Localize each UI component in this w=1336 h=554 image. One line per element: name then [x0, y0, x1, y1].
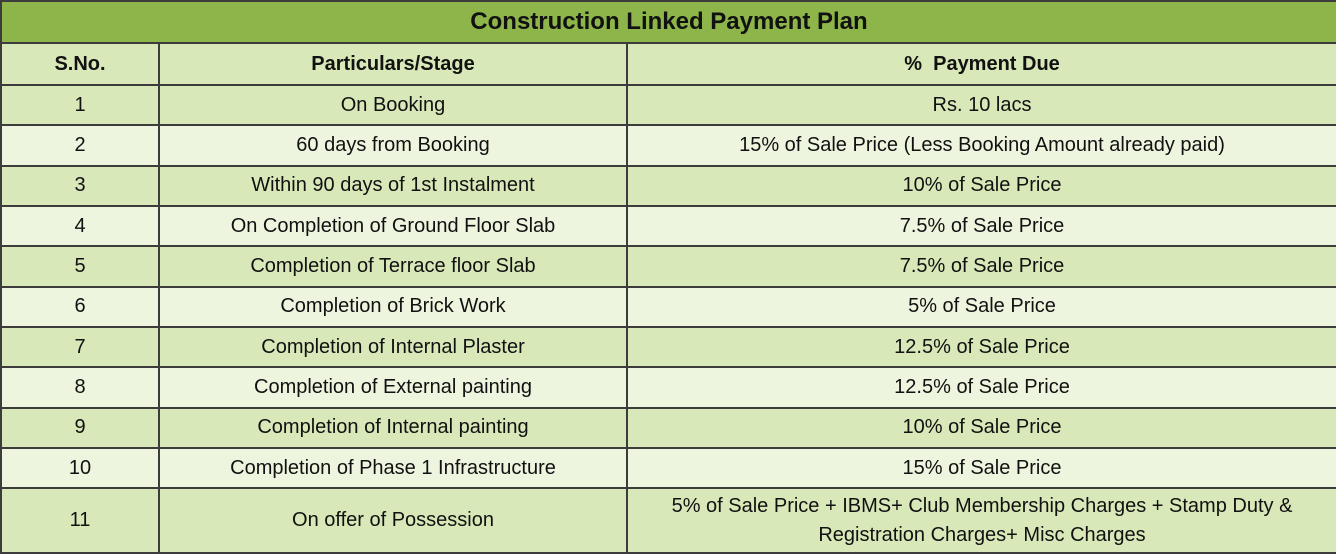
cell-sno: 4 — [0, 205, 160, 248]
cell-stage: Completion of External painting — [158, 366, 628, 409]
cell-stage: On offer of Possession — [158, 487, 628, 554]
cell-payment: 7.5% of Sale Price — [625, 205, 1336, 248]
table-body: 1 On Booking Rs. 10 lacs 2 60 days from … — [0, 83, 1336, 554]
title-row: Construction Linked Payment Plan — [0, 0, 1336, 44]
cell-sno: 9 — [0, 406, 160, 450]
cell-sno: 5 — [0, 245, 160, 288]
cell-sno: 10 — [0, 447, 160, 490]
cell-payment: 12.5% of Sale Price — [625, 326, 1336, 369]
cell-sno: 7 — [0, 326, 160, 369]
cell-sno: 11 — [0, 487, 160, 554]
table-row: 11 On offer of Possession 5% of Sale Pri… — [0, 487, 1336, 554]
cell-sno: 1 — [0, 83, 160, 127]
header-payment: % Payment Due — [625, 42, 1336, 86]
cell-stage: Completion of Internal painting — [158, 406, 628, 450]
cell-sno: 8 — [0, 366, 160, 409]
table-row: 3 Within 90 days of 1st Instalment 10% o… — [0, 164, 1336, 208]
cell-payment: 7.5% of Sale Price — [625, 245, 1336, 288]
cell-payment: 10% of Sale Price — [625, 164, 1336, 208]
cell-payment: 12.5% of Sale Price — [625, 366, 1336, 409]
table-row: 5 Completion of Terrace floor Slab 7.5% … — [0, 245, 1336, 288]
cell-sno: 2 — [0, 124, 160, 167]
cell-stage: On Booking — [158, 83, 628, 127]
header-stage: Particulars/Stage — [158, 42, 628, 86]
cell-sno: 3 — [0, 164, 160, 208]
cell-sno: 6 — [0, 285, 160, 329]
cell-stage: 60 days from Booking — [158, 124, 628, 167]
table-title: Construction Linked Payment Plan — [0, 0, 1336, 44]
cell-stage: On Completion of Ground Floor Slab — [158, 205, 628, 248]
header-sno: S.No. — [0, 42, 160, 86]
table-row: 7 Completion of Internal Plaster 12.5% o… — [0, 326, 1336, 369]
cell-payment: 15% of Sale Price — [625, 447, 1336, 490]
cell-payment: 5% of Sale Price + IBMS+ Club Membership… — [625, 487, 1336, 554]
table-row: 6 Completion of Brick Work 5% of Sale Pr… — [0, 285, 1336, 329]
cell-stage: Completion of Phase 1 Infrastructure — [158, 447, 628, 490]
table-row: 2 60 days from Booking 15% of Sale Price… — [0, 124, 1336, 167]
cell-payment: 10% of Sale Price — [625, 406, 1336, 450]
cell-payment: 5% of Sale Price — [625, 285, 1336, 329]
cell-stage: Completion of Terrace floor Slab — [158, 245, 628, 288]
table-row: 8 Completion of External painting 12.5% … — [0, 366, 1336, 409]
cell-payment: 15% of Sale Price (Less Booking Amount a… — [625, 124, 1336, 167]
table-row: 9 Completion of Internal painting 10% of… — [0, 406, 1336, 450]
cell-stage: Completion of Internal Plaster — [158, 326, 628, 369]
table-row: 1 On Booking Rs. 10 lacs — [0, 83, 1336, 127]
cell-payment: Rs. 10 lacs — [625, 83, 1336, 127]
table-row: 4 On Completion of Ground Floor Slab 7.5… — [0, 205, 1336, 248]
cell-stage: Within 90 days of 1st Instalment — [158, 164, 628, 208]
table-row: 10 Completion of Phase 1 Infrastructure … — [0, 447, 1336, 490]
header-row: S.No. Particulars/Stage % Payment Due — [0, 42, 1336, 86]
cell-stage: Completion of Brick Work — [158, 285, 628, 329]
